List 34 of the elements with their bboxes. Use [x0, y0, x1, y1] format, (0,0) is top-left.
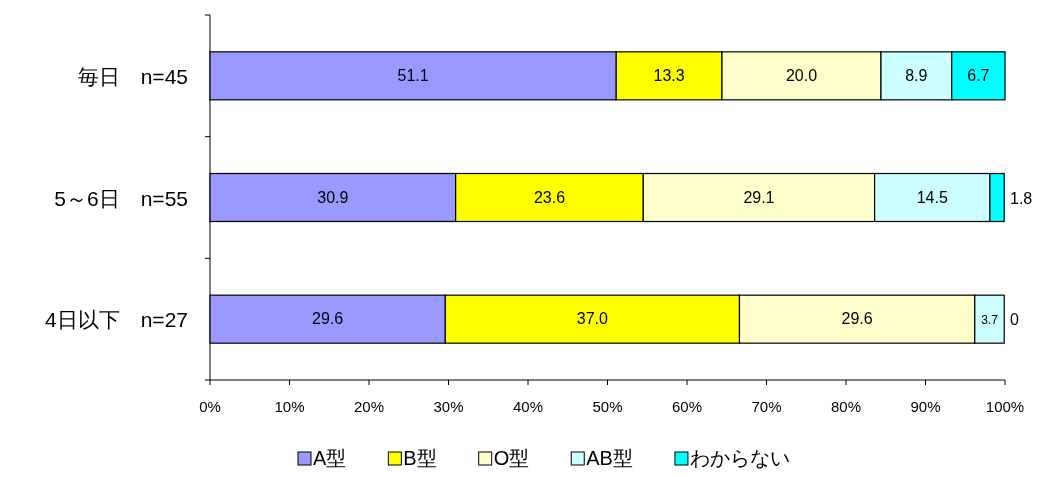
x-tick-label: 70%	[751, 398, 782, 415]
data-label: 14.5	[916, 188, 948, 206]
x-tick-label: 90%	[910, 398, 941, 415]
x-tick-label: 80%	[830, 398, 862, 415]
data-label: 1.8	[1010, 189, 1033, 207]
data-label: 8.9	[905, 66, 928, 84]
legend-label: B型	[403, 447, 437, 469]
y-tick-label: 4日以下 n=27	[45, 308, 188, 332]
x-tick-label: 0%	[199, 398, 221, 415]
data-label: 13.3	[653, 66, 685, 84]
data-label: 29.6	[312, 310, 344, 328]
x-tick-label: 60%	[671, 398, 703, 415]
x-tick-label: 10%	[274, 398, 305, 415]
data-label: 51.1	[397, 66, 429, 84]
data-label: 37.0	[576, 310, 609, 328]
y-tick-label: 毎日 n=45	[77, 64, 188, 88]
x-tick-label: 40%	[512, 398, 544, 415]
data-label: 3.7	[981, 313, 999, 328]
data-label: 23.6	[533, 188, 566, 206]
data-label: 20.0	[785, 66, 818, 84]
data-label: 29.6	[841, 310, 873, 328]
legend-label: O型	[493, 447, 530, 469]
legend-label: わからない	[689, 447, 790, 469]
data-label: 29.1	[743, 188, 775, 206]
y-tick-label: 5～6日 n=55	[54, 186, 188, 210]
legend-label: AB型	[586, 447, 633, 469]
data-label: 6.7	[967, 66, 990, 84]
x-tick-label: 30%	[433, 398, 464, 415]
data-label: 0	[1010, 311, 1019, 329]
x-tick-label: 100%	[985, 398, 1025, 415]
x-tick-label: 20%	[353, 398, 385, 415]
x-tick-label: 50%	[592, 398, 623, 415]
legend-label: A型	[313, 447, 347, 469]
data-label: 30.9	[317, 188, 349, 206]
